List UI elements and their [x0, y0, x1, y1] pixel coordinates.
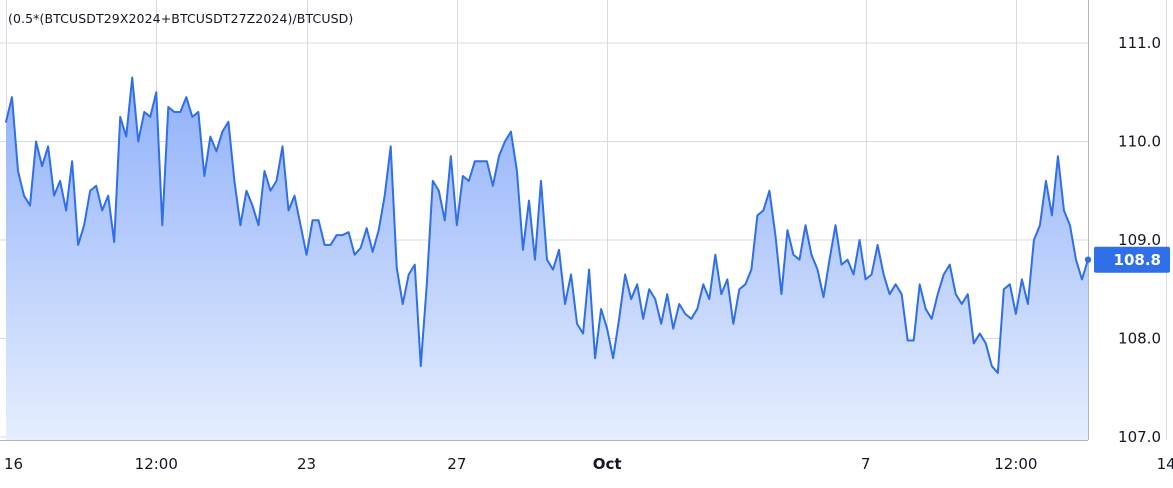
price-tick-label: 107.0	[1118, 428, 1161, 446]
last-price-label: 108.8	[1114, 251, 1161, 269]
time-tick-label: 14	[1157, 455, 1173, 473]
time-tick-label: 12:00	[994, 455, 1037, 473]
last-price-tag: 108.8	[1094, 246, 1170, 273]
time-tick-label: Oct	[593, 455, 622, 473]
time-tick-label: 16	[4, 455, 23, 473]
symbol-legend[interactable]: (0.5*(BTCUSDT29X2024+BTCUSDT27Z2024)/BTC…	[8, 11, 354, 26]
last-price-tag-background	[1094, 246, 1170, 273]
price-line[interactable]	[5, 76, 1089, 374]
time-tick-label: 27	[447, 455, 466, 473]
price-axis[interactable]: 111.0 110.0 109.0 108.0 107.0	[1118, 34, 1161, 446]
price-tick-label: 109.0	[1118, 231, 1161, 249]
time-tick-label: 12:00	[135, 455, 178, 473]
last-price-dot	[1084, 256, 1092, 263]
price-tick-label: 111.0	[1118, 34, 1161, 52]
time-tick-label: 7	[861, 455, 871, 473]
price-tick-label: 110.0	[1118, 133, 1161, 151]
price-tick-label: 108.0	[1118, 330, 1161, 348]
time-axis[interactable]: 16 12:00 23 27 Oct 7 12:00 14	[4, 455, 1173, 473]
time-tick-label: 23	[297, 455, 316, 473]
price-area-fill	[6, 77, 1088, 440]
